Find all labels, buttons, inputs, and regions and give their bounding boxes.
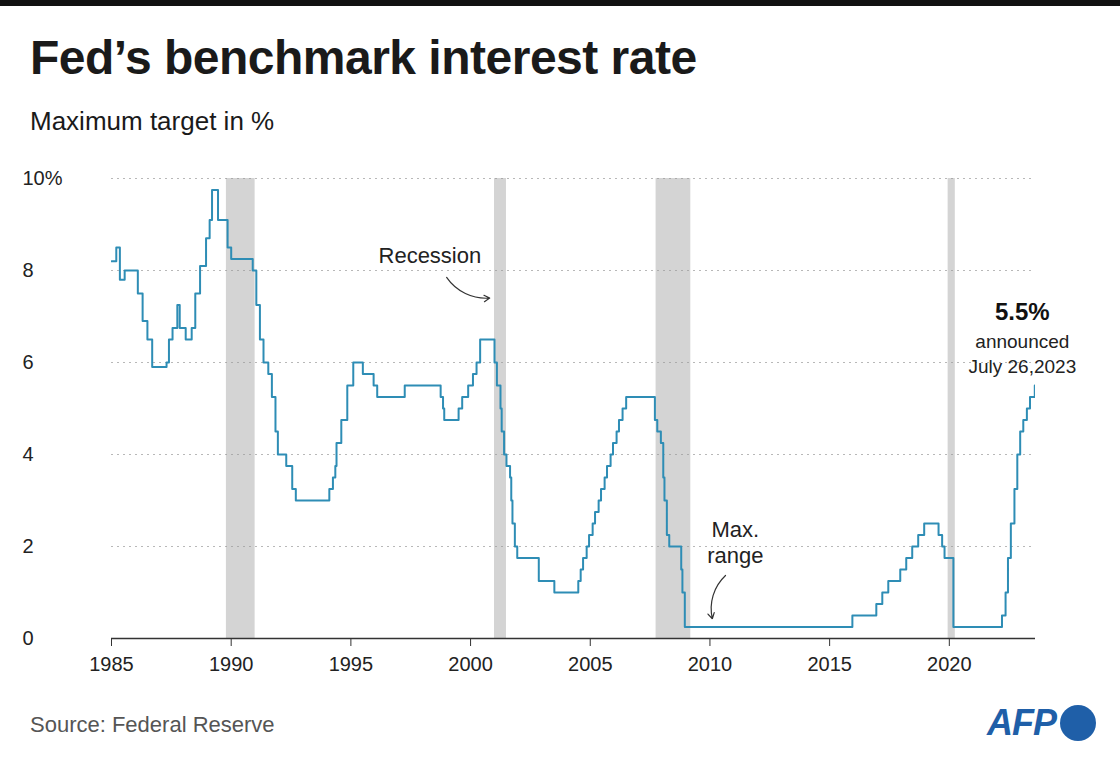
html-text:AFP: AFP (987, 702, 1056, 743)
html-text:Fed’s benchmark interest rate: Fed’s benchmark interest rate (30, 31, 697, 84)
svg-text:2020: 2020 (927, 653, 972, 675)
html-text:Maximum target in %: Maximum target in % (30, 106, 275, 136)
svg-text:2: 2 (23, 535, 34, 557)
svg-text:8: 8 (23, 259, 34, 281)
svg-text:2000: 2000 (448, 653, 493, 675)
html-text:Source: Federal Reserve: Source: Federal Reserve (30, 712, 275, 737)
svg-text:6: 6 (23, 351, 34, 373)
svg-text:1985: 1985 (89, 653, 134, 675)
svg-text:0: 0 (23, 627, 34, 649)
svg-text:2015: 2015 (807, 653, 852, 675)
svg-text:1995: 1995 (329, 653, 374, 675)
svg-text:10%: 10% (23, 167, 63, 189)
svg-text:Recession: Recession (379, 243, 482, 268)
svg-text:2010: 2010 (688, 653, 733, 675)
svg-text:4: 4 (23, 443, 34, 465)
svg-text:1990: 1990 (209, 653, 254, 675)
svg-text:5.5%: 5.5% (995, 298, 1050, 325)
svg-text:Max.range: Max.range (707, 517, 763, 567)
svg-text:announcedJuly 26,2023: announcedJuly 26,2023 (968, 331, 1076, 377)
svg-text:2005: 2005 (568, 653, 613, 675)
